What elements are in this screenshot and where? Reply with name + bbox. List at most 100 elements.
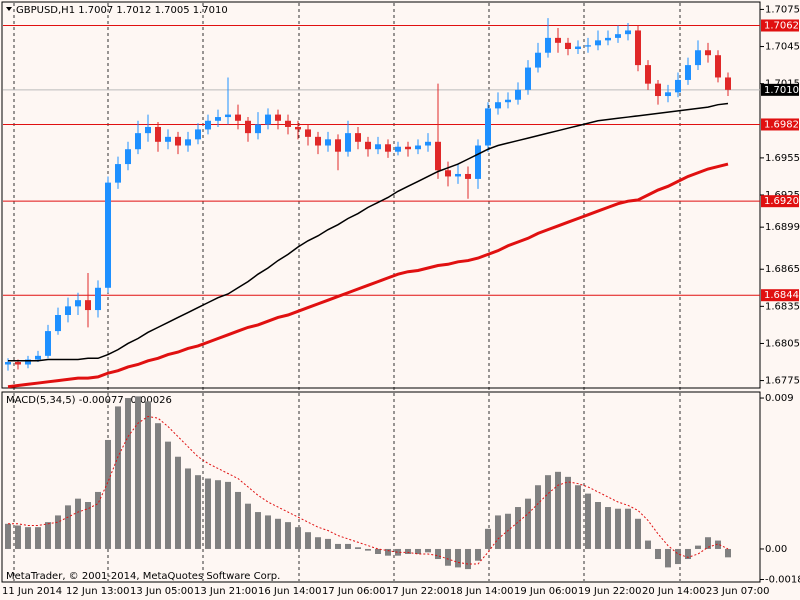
macd-bar — [185, 468, 191, 549]
macd-bar — [555, 471, 561, 549]
candle-body — [75, 300, 81, 307]
candle-body — [5, 362, 11, 365]
macd-bar — [715, 540, 721, 549]
macd-bar — [115, 406, 121, 549]
macd-bar — [415, 548, 421, 554]
candle-body — [345, 133, 351, 152]
macd-bar — [255, 512, 261, 549]
candle-body — [115, 164, 121, 183]
candle-body — [295, 126, 301, 130]
x-tick-label: 18 Jun 14:00 — [450, 586, 514, 597]
macd-bar — [605, 507, 611, 549]
candle-body — [715, 55, 721, 78]
candle-body — [465, 173, 471, 179]
macd-bar — [495, 515, 501, 549]
candle-body — [315, 136, 321, 146]
macd-bar — [15, 525, 21, 549]
candle-body — [555, 37, 561, 43]
macd-bar — [665, 548, 671, 568]
candle-body — [265, 114, 271, 125]
macd-bar — [685, 548, 691, 560]
level-label: 1.6844 — [764, 290, 799, 301]
level-label-box — [761, 118, 799, 131]
macd-bar — [345, 543, 351, 549]
candle-body — [85, 300, 91, 311]
macd-bar — [625, 508, 631, 549]
candle-body — [355, 133, 361, 142]
candle-body — [535, 52, 541, 68]
candle-body — [525, 67, 531, 90]
level-label-box — [761, 19, 799, 32]
macd-bar — [385, 548, 391, 556]
macd-bar — [205, 478, 211, 549]
x-tick-label: 13 Jun 05:00 — [130, 586, 194, 597]
candle-body — [485, 108, 491, 146]
menu-arrow[interactable] — [6, 7, 12, 11]
macd-bar — [425, 548, 431, 553]
level-label-box — [761, 289, 799, 302]
macd-bar — [635, 518, 641, 549]
last-price-box — [761, 83, 799, 96]
candle-body — [585, 45, 591, 47]
candle-body — [655, 83, 661, 97]
macd-bar — [105, 439, 111, 549]
macd-bar — [65, 505, 71, 549]
macd-bar — [405, 548, 411, 554]
macd-bar — [25, 527, 31, 549]
x-tick-label: 20 Jun 14:00 — [642, 586, 706, 597]
candle-body — [195, 129, 201, 140]
candle-body — [415, 145, 421, 150]
moving-average — [8, 102, 729, 362]
x-tick-label: 13 Jun 21:00 — [194, 586, 258, 597]
macd-bar — [585, 493, 591, 549]
candle-body — [215, 117, 221, 121]
macd-bar — [165, 441, 171, 549]
candle-body — [15, 362, 21, 365]
candle-body — [245, 120, 251, 134]
candle-body — [165, 136, 171, 142]
moving-average — [7, 162, 729, 389]
candle-body — [645, 65, 651, 84]
candle-body — [365, 141, 371, 150]
x-tick-label: 17 Jun 06:00 — [322, 586, 386, 597]
macd-bar — [515, 507, 521, 549]
x-tick-label: 19 Jun 06:00 — [514, 586, 578, 597]
candle-body — [475, 145, 481, 179]
candle-body — [375, 144, 381, 150]
y-tick-label: 1.6775 — [765, 376, 800, 387]
macd-bar — [175, 456, 181, 549]
macd-bar — [145, 401, 151, 549]
candle-body — [65, 306, 71, 316]
y-tick-label: 1.6805 — [765, 338, 800, 349]
candle-body — [95, 287, 101, 311]
candle-body — [695, 50, 701, 66]
macd-bar — [465, 548, 471, 570]
y-tick-label: 1.6899 — [765, 222, 800, 233]
candle-body — [155, 126, 161, 142]
x-tick-label: 12 Jun 13:00 — [66, 586, 130, 597]
candle-body — [45, 331, 51, 356]
macd-bar — [675, 548, 681, 565]
macd-frame — [1, 391, 761, 583]
macd-bar — [275, 518, 281, 549]
macd-bar — [35, 527, 41, 549]
macd-bar — [485, 528, 491, 549]
macd-bar — [245, 503, 251, 549]
candle-body — [425, 141, 431, 146]
y-tick-label: 1.6835 — [765, 301, 800, 312]
candle-body — [275, 114, 281, 121]
macd-bar — [285, 522, 291, 549]
candle-body — [105, 182, 111, 288]
candle-body — [175, 136, 181, 146]
macd-bar — [435, 548, 441, 560]
candle-body — [635, 30, 641, 66]
macd-bar — [705, 537, 711, 549]
candle-body — [675, 79, 681, 93]
macd-bar — [355, 547, 361, 549]
candle-body — [335, 139, 341, 152]
macd-bar — [5, 523, 11, 549]
y-tick-label: 1.6865 — [765, 264, 800, 275]
